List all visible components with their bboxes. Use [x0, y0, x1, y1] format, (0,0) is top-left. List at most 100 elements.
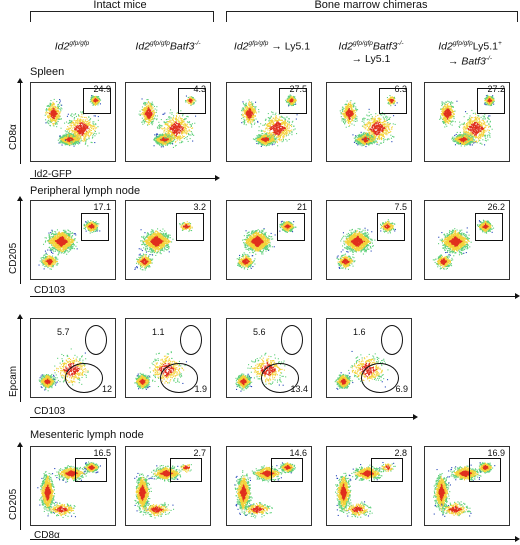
flow-plot-pln-3: 21 — [226, 200, 312, 280]
density-plot — [432, 219, 495, 270]
column-header-1: Id2gfp/gfp — [27, 38, 117, 53]
axis-arrow-mln-x — [30, 536, 520, 542]
flow-plot-spleen-2: 4.3 — [125, 82, 211, 162]
gate-percentage: 17.1 — [93, 202, 111, 212]
gate-box — [75, 458, 107, 482]
gate-percentage-top: 5.7 — [57, 327, 70, 337]
flow-plot-epcam-3: 5.6 13.4 — [226, 318, 312, 398]
gate-percentage: 2.7 — [193, 448, 206, 458]
flow-plot-epcam-4: 1.6 6.9 — [326, 318, 412, 398]
gate-percentage: 27.2 — [487, 84, 505, 94]
axis-label-mln-y: CD205 — [8, 489, 19, 520]
density-plot — [44, 95, 102, 147]
gate-percentage: 3.2 — [193, 202, 206, 212]
gate-percentage: 16.5 — [93, 448, 111, 458]
gate-ellipse-bottom — [65, 363, 103, 393]
gate-box — [279, 88, 307, 114]
flow-plot-spleen-5: 27.2 — [424, 82, 510, 162]
flow-plot-pln-5: 26.2 — [424, 200, 510, 280]
density-plot — [134, 221, 193, 271]
section-label-peripheral-lymph-node: Peripheral lymph node — [30, 185, 140, 197]
axis-arrow-epcam-x — [30, 414, 418, 420]
density-plot — [37, 461, 101, 518]
gate-percentage-bottom: 12 — [102, 384, 112, 394]
density-plot — [38, 220, 101, 270]
axis-label-pln-y: CD205 — [8, 243, 19, 274]
axis-label-spleen-y: CD8α — [8, 124, 19, 150]
gate-ellipse-bottom — [160, 363, 198, 393]
gate-box — [277, 213, 305, 241]
axis-label-mln-x: CD8α — [34, 530, 60, 541]
gate-percentage: 6.3 — [394, 84, 407, 94]
gate-ellipse-top — [180, 325, 202, 355]
gate-percentage: 26.2 — [487, 202, 505, 212]
gate-percentage-bottom: 13.4 — [290, 384, 308, 394]
flow-plot-mln-3: 14.6 — [226, 446, 312, 526]
density-plot — [234, 462, 296, 519]
gate-box — [271, 458, 303, 482]
flow-plot-mln-5: 16.9 — [424, 446, 510, 526]
density-plot — [236, 220, 297, 270]
column-header-5: Id2gfp/gfpLy5.1+ → Batf3-/- — [420, 38, 520, 67]
gate-percentage-bottom: 1.9 — [194, 384, 207, 394]
group-label-chimeras: Bone marrow chimeras — [226, 0, 516, 11]
gate-percentage: 14.6 — [289, 448, 307, 458]
axis-arrow-epcam-y — [17, 314, 23, 402]
flow-plot-epcam-2: 1.1 1.9 — [125, 318, 211, 398]
gate-percentage-top: 1.1 — [152, 327, 165, 337]
axis-label-epcam-x: CD103 — [34, 406, 65, 417]
gate-percentage: 2.8 — [394, 448, 407, 458]
density-plot — [439, 94, 495, 147]
gate-box — [475, 213, 503, 241]
gate-box — [477, 88, 505, 114]
axis-label-pln-x: CD103 — [34, 285, 65, 296]
gate-box — [379, 88, 407, 114]
flow-plot-pln-4: 7.5 — [326, 200, 412, 280]
section-label-spleen: Spleen — [30, 66, 64, 78]
gate-box — [83, 88, 111, 114]
density-plot — [241, 94, 298, 147]
axis-arrow-pln-x — [30, 293, 520, 299]
gate-ellipse-top — [85, 325, 107, 355]
axis-label-spleen-x: Id2-GFP — [34, 169, 72, 180]
gate-percentage: 16.9 — [487, 448, 505, 458]
gate-percentage: 4.3 — [193, 84, 206, 94]
flow-plot-mln-2: 2.7 — [125, 446, 211, 526]
density-plot — [339, 95, 398, 148]
gate-percentage: 24.9 — [93, 84, 111, 94]
gate-box — [377, 213, 405, 241]
gate-box — [469, 458, 501, 482]
gate-box — [176, 213, 204, 241]
gate-box — [81, 213, 109, 241]
column-header-4: Id2gfp/gfpBatf3-/- → Ly5.1 — [323, 38, 419, 65]
section-label-mesenteric-lymph-node: Mesenteric lymph node — [30, 429, 144, 441]
gate-percentage: 21 — [297, 202, 307, 212]
column-header-3: Id2gfp/gfp → Ly5.1 — [224, 38, 320, 53]
column-header-2: Id2gfp/gfpBatf3-/- — [118, 38, 218, 53]
gate-percentage-top: 5.6 — [253, 327, 266, 337]
flow-plot-mln-1: 16.5 — [30, 446, 116, 526]
density-plot — [433, 462, 496, 517]
flow-plot-pln-1: 17.1 — [30, 200, 116, 280]
flow-plot-spleen-4: 6.3 — [326, 82, 412, 162]
axis-arrow-pln-y — [17, 196, 23, 284]
gate-box — [178, 88, 206, 114]
gate-percentage-top: 1.6 — [353, 327, 366, 337]
gate-box — [371, 458, 403, 482]
density-plot — [138, 95, 197, 148]
flow-plot-mln-4: 2.8 — [326, 446, 412, 526]
bracket-chimeras — [226, 11, 518, 22]
axis-label-epcam-y: Epcam — [8, 366, 19, 397]
bracket-intact — [30, 11, 214, 22]
axis-arrow-spleen-x — [30, 175, 220, 181]
flow-plot-pln-2: 3.2 — [125, 200, 211, 280]
density-plot — [336, 219, 396, 270]
gate-box — [170, 458, 202, 482]
gate-ellipse-top — [281, 325, 303, 355]
group-label-intact: Intact mice — [30, 0, 210, 11]
gate-percentage: 7.5 — [394, 202, 407, 212]
axis-arrow-spleen-y — [17, 78, 23, 164]
flow-plot-epcam-1: 5.7 12 — [30, 318, 116, 398]
axis-arrow-mln-y — [17, 442, 23, 530]
gate-percentage-bottom: 6.9 — [395, 384, 408, 394]
